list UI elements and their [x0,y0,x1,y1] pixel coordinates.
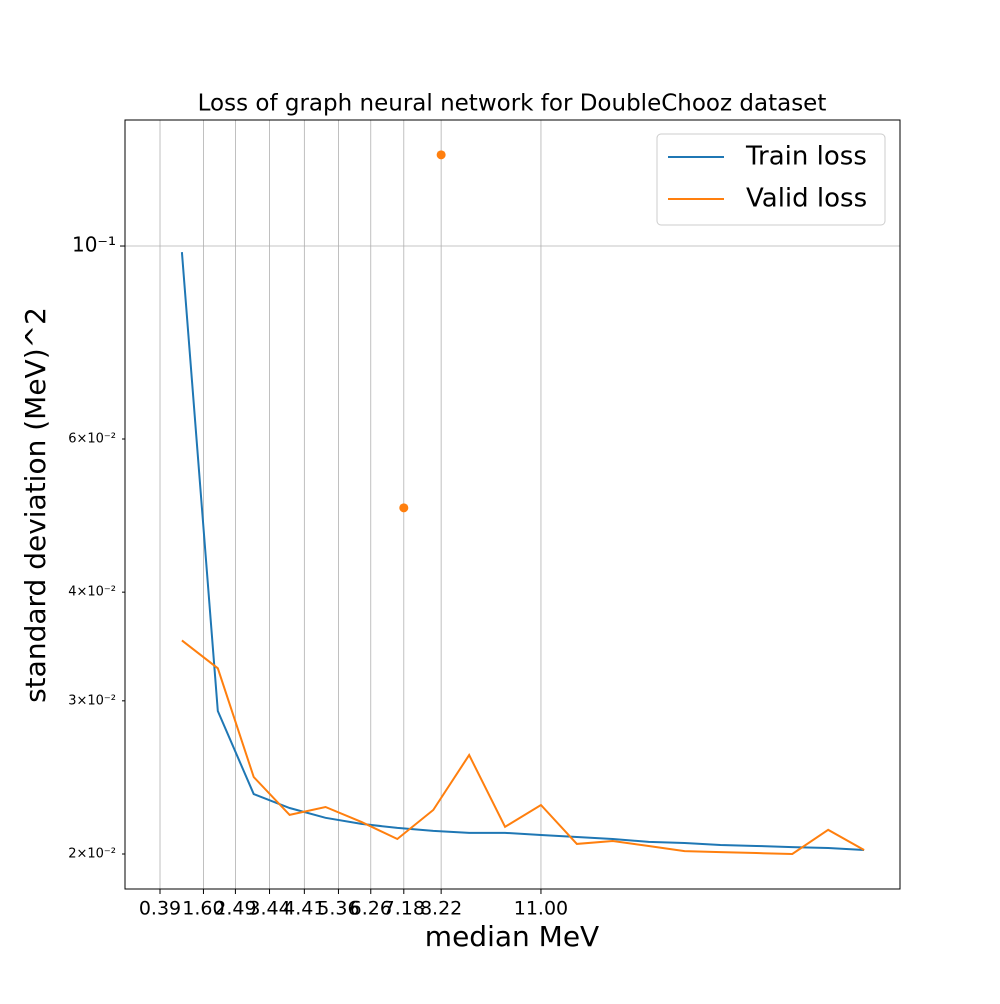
marker [436,150,446,160]
x-tick-label: 6.26 [350,898,392,920]
y-tick-label: 6×10⁻² [68,431,116,446]
y-tick-label: 4×10⁻² [68,585,116,600]
plot-frame [124,119,901,890]
chart-title: Loss of graph neural network for DoubleC… [198,91,827,117]
y-tick-label: 2×10⁻² [68,846,116,861]
legend-label: Valid loss [746,184,867,214]
x-tick-label: 11.00 [514,898,568,920]
y-axis-label: standard deviation (MeV)^2 [19,307,52,703]
legend-label: Train loss [745,142,867,172]
x-tick-label: 3.44 [248,898,290,920]
x-tick-label: 5.36 [317,898,359,920]
x-tick-label: 7.18 [383,898,425,920]
marker [399,503,409,513]
x-axis-label: median MeV [425,920,599,953]
x-tick-label: 1.60 [182,898,224,920]
line-series [181,639,865,856]
y-tick-label: 3×10⁻² [68,693,116,708]
x-tick-label: 0.39 [139,898,181,920]
y-tick-label: 10⁻¹ [72,233,116,257]
x-tick-label: 8.22 [420,898,462,920]
line-series [180,252,865,852]
x-tick-label: 2.49 [214,898,256,920]
x-tick-label: 4.41 [283,898,325,920]
